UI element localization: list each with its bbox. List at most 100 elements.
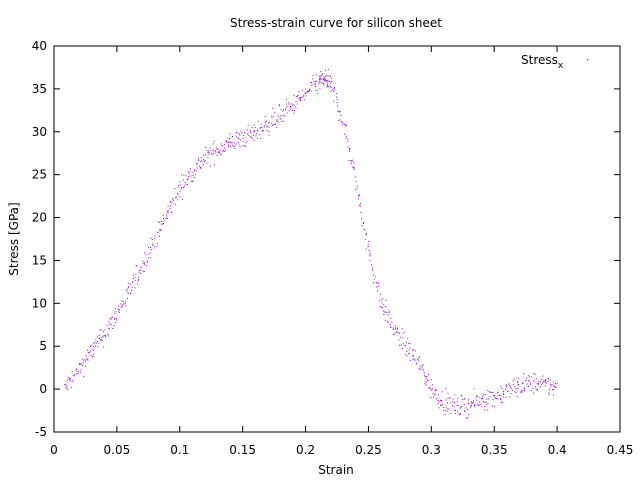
data-point	[217, 152, 219, 153]
data-point	[365, 238, 367, 240]
data-point	[510, 388, 512, 390]
data-point	[75, 369, 77, 371]
data-point	[299, 98, 301, 100]
data-point	[486, 404, 488, 406]
data-point	[548, 377, 549, 379]
data-point	[440, 404, 441, 406]
data-point	[109, 323, 111, 325]
data-point	[426, 381, 427, 383]
data-point	[544, 380, 546, 382]
data-point	[474, 405, 476, 407]
data-point	[399, 336, 401, 338]
data-point	[249, 131, 251, 133]
data-point	[347, 146, 349, 148]
data-point	[167, 218, 168, 220]
data-point	[329, 76, 331, 78]
data-point	[263, 130, 265, 132]
data-point	[264, 116, 266, 117]
data-point	[510, 393, 512, 395]
data-point	[173, 199, 175, 201]
data-point	[101, 339, 103, 341]
data-point	[528, 380, 530, 382]
data-point	[548, 392, 550, 394]
data-point	[407, 353, 409, 355]
data-point	[132, 281, 133, 283]
data-point	[169, 201, 171, 203]
data-point	[409, 343, 411, 345]
data-point	[213, 150, 215, 152]
data-point	[260, 124, 262, 126]
data-point	[254, 130, 256, 132]
data-point	[238, 132, 240, 134]
data-point	[354, 167, 355, 169]
data-point	[154, 238, 156, 240]
data-point	[417, 358, 419, 360]
data-point	[503, 391, 504, 393]
y-tick-label: 0	[39, 382, 47, 396]
data-point	[371, 268, 373, 270]
data-point	[517, 387, 519, 389]
data-point	[531, 376, 533, 378]
data-point	[324, 76, 326, 78]
data-point	[330, 75, 332, 77]
data-point	[216, 148, 218, 150]
data-point	[320, 75, 322, 76]
data-point	[323, 83, 325, 84]
data-point	[445, 406, 447, 408]
data-point	[163, 223, 164, 224]
data-point	[449, 397, 451, 399]
data-point	[472, 401, 474, 403]
data-point	[137, 280, 139, 282]
x-axis-label: Strain	[318, 463, 354, 477]
data-point	[536, 383, 538, 385]
data-point	[404, 354, 406, 356]
data-point	[454, 394, 456, 396]
data-point	[295, 101, 297, 102]
data-point	[133, 275, 135, 276]
data-point	[180, 184, 182, 186]
data-point	[185, 184, 187, 186]
data-point	[251, 126, 253, 128]
data-point	[69, 378, 70, 380]
data-point	[188, 175, 189, 177]
data-point	[209, 165, 211, 167]
data-point	[500, 399, 502, 400]
data-point	[109, 318, 111, 319]
data-point	[90, 346, 91, 347]
data-point	[390, 326, 392, 328]
data-point	[288, 110, 290, 112]
data-point	[146, 264, 147, 266]
data-point	[414, 350, 416, 352]
data-point	[514, 390, 516, 392]
data-point	[350, 163, 352, 165]
data-point	[253, 124, 255, 126]
data-point	[145, 254, 147, 256]
data-point	[95, 345, 97, 347]
data-point	[318, 75, 320, 77]
data-point	[137, 283, 139, 285]
data-point	[243, 135, 245, 136]
data-point	[215, 151, 217, 153]
data-point	[502, 396, 504, 398]
data-point	[277, 121, 279, 123]
data-point	[506, 385, 508, 387]
data-point	[445, 399, 447, 401]
data-point	[487, 403, 489, 404]
data-point	[135, 265, 137, 267]
data-point	[484, 409, 486, 411]
data-point	[544, 385, 546, 387]
data-point	[264, 121, 266, 123]
data-point	[549, 379, 551, 381]
data-point	[192, 180, 193, 182]
data-point	[494, 396, 496, 398]
data-point	[198, 160, 200, 161]
data-point	[545, 380, 546, 381]
data-point	[470, 402, 472, 404]
data-point	[65, 386, 67, 388]
data-point	[308, 91, 310, 93]
data-point	[224, 144, 226, 146]
data-point	[272, 123, 274, 125]
data-point	[182, 198, 184, 200]
data-point	[229, 138, 230, 140]
data-point	[89, 350, 91, 352]
